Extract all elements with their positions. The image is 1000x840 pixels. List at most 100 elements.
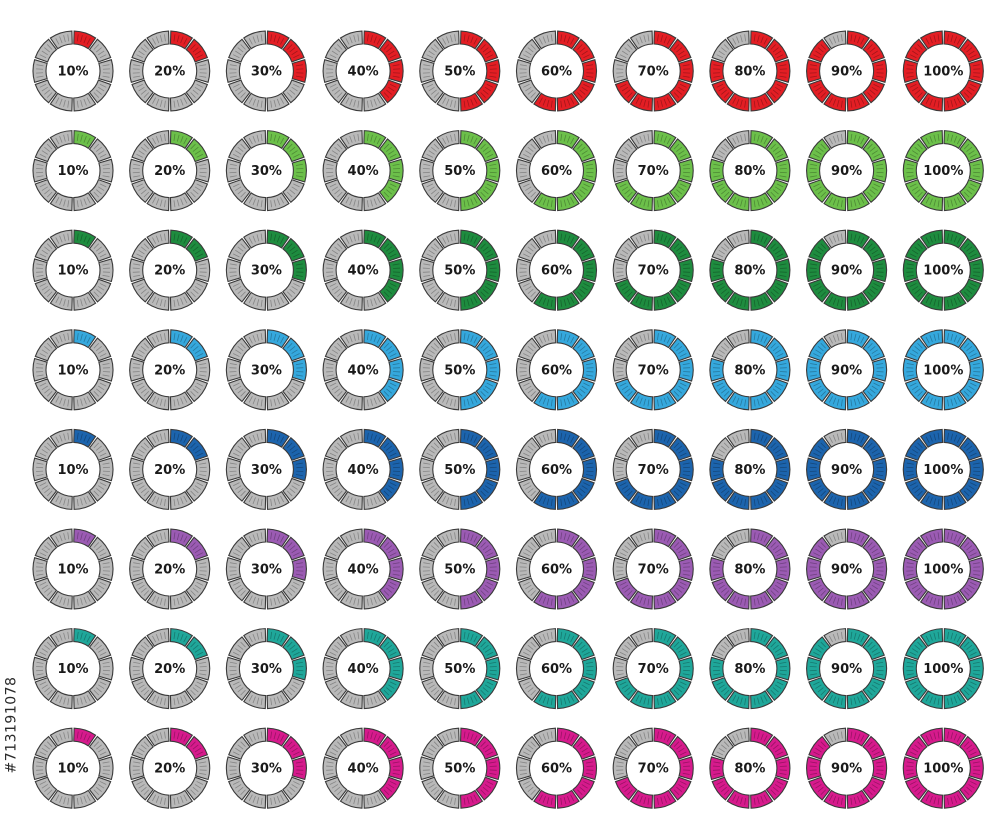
segment-hatch-line: [774, 648, 782, 653]
segment-hatch-line: [176, 333, 180, 341]
ring-percent-label: 70%: [638, 762, 669, 777]
segment-hatch-line: [260, 532, 263, 540]
ring-segment-empty: [516, 756, 532, 781]
ring-segment-empty: [339, 92, 363, 112]
segment-hatch-line: [853, 632, 857, 640]
segment-hatch-line: [270, 598, 273, 606]
segment-hatch-line: [463, 698, 466, 706]
segment-hatch-line: [289, 189, 296, 195]
segment-hatch-line: [963, 92, 970, 98]
ring-segment-filled: [958, 636, 982, 661]
segment-hatch-line: [392, 64, 400, 67]
segment-hatch-line: [138, 150, 145, 155]
segment-hatch-line: [937, 34, 940, 42]
segment-hatch-line: [159, 333, 163, 341]
ring-segment-filled: [904, 178, 928, 204]
segment-hatch-line: [480, 542, 486, 548]
segment-hatch-line: [353, 299, 356, 307]
ring-segment-empty: [131, 676, 155, 702]
segment-hatch-line: [353, 597, 356, 605]
segment-hatch-line: [678, 784, 685, 789]
segment-hatch-line: [682, 374, 690, 377]
segment-hatch-line: [248, 635, 253, 643]
segment-hatch-line: [36, 462, 44, 465]
segment-hatch-line: [876, 75, 884, 78]
segment-hatch-line: [46, 741, 53, 747]
segment-hatch-line: [732, 237, 737, 244]
ring-segment-empty: [225, 59, 242, 83]
segment-hatch-line: [445, 235, 450, 243]
segment-hatch-line: [956, 595, 961, 602]
segment-hatch-line: [627, 542, 633, 548]
ring-segment-filled: [572, 79, 595, 104]
segment-hatch-line: [542, 98, 546, 106]
segment-hatch-line: [293, 651, 300, 656]
segment-hatch-line: [383, 391, 390, 397]
segment-hatch-line: [237, 47, 244, 53]
segment-hatch-line: [525, 584, 532, 590]
segment-hatch-line: [76, 631, 79, 639]
ring-segment-filled: [775, 158, 791, 183]
segment-hatch-line: [721, 47, 727, 53]
ring-segment-filled: [775, 357, 791, 382]
ring-segment-filled: [808, 138, 831, 163]
ring-segment-filled: [668, 138, 692, 163]
segment-hatch-line: [273, 134, 277, 142]
segment-hatch-line: [763, 595, 768, 602]
ring-segment-empty: [614, 237, 638, 262]
ring-segment-filled: [943, 789, 967, 809]
segment-hatch-line: [196, 452, 204, 457]
segment-hatch-line: [463, 299, 466, 307]
segment-hatch-line: [744, 399, 747, 407]
segment-hatch-line: [840, 100, 843, 108]
segment-hatch-line: [679, 581, 687, 586]
segment-hatch-line: [673, 641, 680, 648]
segment-hatch-line: [753, 233, 756, 241]
ring-percent-label: 60%: [541, 463, 572, 478]
ring-segment-empty: [185, 278, 209, 303]
segment-hatch-line: [86, 296, 91, 304]
segment-hatch-line: [176, 299, 180, 307]
segment-hatch-line: [99, 153, 107, 158]
segment-hatch-line: [233, 452, 240, 457]
segment-hatch-line: [970, 552, 977, 557]
segment-hatch-line: [914, 388, 921, 394]
segment-hatch-line: [489, 573, 497, 576]
ring-segment-filled: [726, 92, 750, 112]
segment-hatch-line: [929, 596, 933, 604]
segment-hatch-line: [968, 648, 975, 653]
ring-segment-filled: [808, 38, 831, 63]
segment-hatch-line: [643, 398, 646, 406]
progress-ring: 90%: [806, 30, 888, 112]
segment-hatch-line: [933, 398, 937, 406]
ring-segment-empty: [243, 92, 267, 112]
segment-hatch-line: [192, 545, 199, 551]
ring-segment-empty: [129, 756, 145, 781]
ring-segment-empty: [228, 735, 251, 760]
segment-hatch-line: [760, 534, 764, 542]
segment-hatch-line: [280, 595, 285, 602]
ring-segment-filled: [581, 756, 597, 781]
segment-hatch-line: [817, 146, 824, 152]
segment-hatch-line: [486, 54, 494, 59]
segment-hatch-line: [473, 336, 478, 344]
ring-segment-empty: [228, 436, 251, 462]
ring-segment-filled: [533, 490, 557, 510]
ring-segment-empty: [243, 229, 267, 249]
segment-hatch-line: [774, 349, 782, 354]
segment-hatch-line: [46, 44, 53, 50]
segment-hatch-line: [489, 772, 497, 775]
ring-segment-empty: [98, 258, 114, 283]
ring-segment-empty: [518, 636, 541, 661]
segment-hatch-line: [63, 632, 66, 640]
ring-segment-filled: [765, 776, 789, 801]
segment-hatch-line: [86, 196, 91, 204]
segment-hatch-line: [433, 243, 440, 249]
segment-hatch-line: [93, 542, 100, 548]
segment-hatch-line: [869, 445, 876, 451]
segment-hatch-line: [95, 587, 102, 593]
segment-hatch-line: [933, 234, 937, 242]
segment-hatch-line: [235, 86, 242, 92]
segment-hatch-line: [454, 100, 456, 108]
segment-hatch-line: [527, 146, 534, 152]
